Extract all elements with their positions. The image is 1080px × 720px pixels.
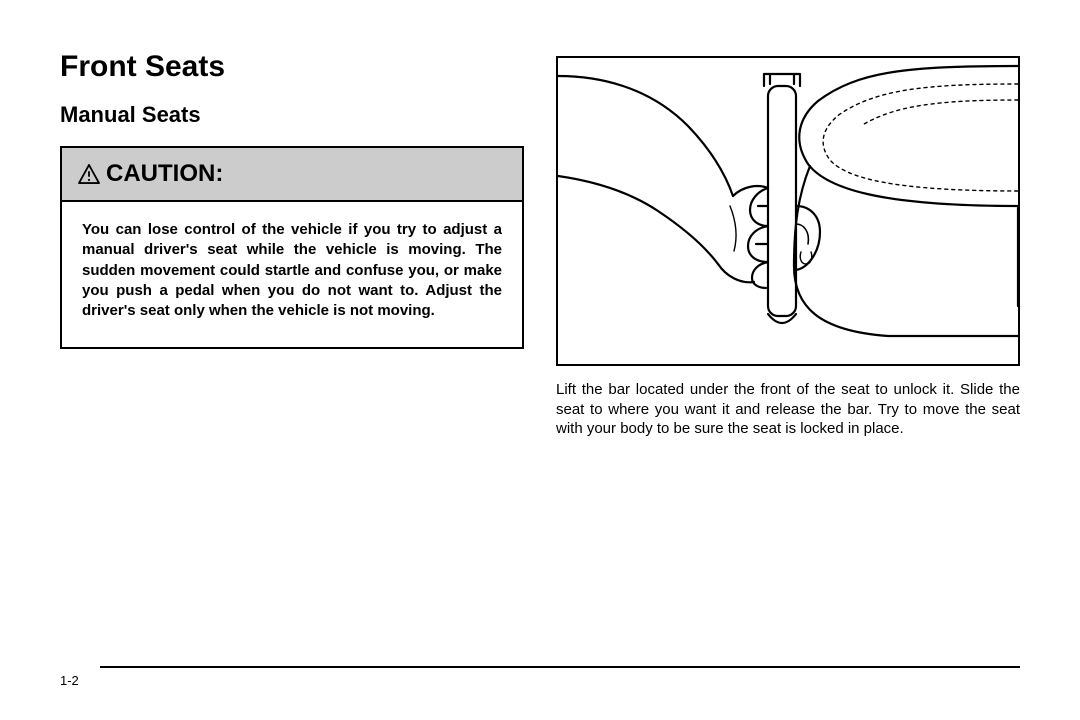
warning-triangle-icon (78, 164, 100, 184)
page-number: 1-2 (60, 673, 79, 688)
left-column: Front Seats Manual Seats CAUTION: You ca… (60, 50, 524, 439)
caution-box: CAUTION: You can lose control of the veh… (60, 146, 524, 349)
caution-label: CAUTION: (106, 160, 223, 188)
page-footer: 1-2 (60, 666, 1020, 690)
caution-body-text: You can lose control of the vehicle if y… (62, 202, 522, 347)
seat-adjustment-illustration (556, 56, 1020, 366)
page-subheading: Manual Seats (60, 102, 524, 128)
page-content: Front Seats Manual Seats CAUTION: You ca… (60, 50, 1020, 439)
page-heading: Front Seats (60, 50, 524, 84)
instruction-text: Lift the bar located under the front of … (556, 380, 1020, 439)
footer-rule (100, 666, 1020, 668)
right-column: Lift the bar located under the front of … (556, 50, 1020, 439)
caution-header: CAUTION: (62, 148, 522, 202)
